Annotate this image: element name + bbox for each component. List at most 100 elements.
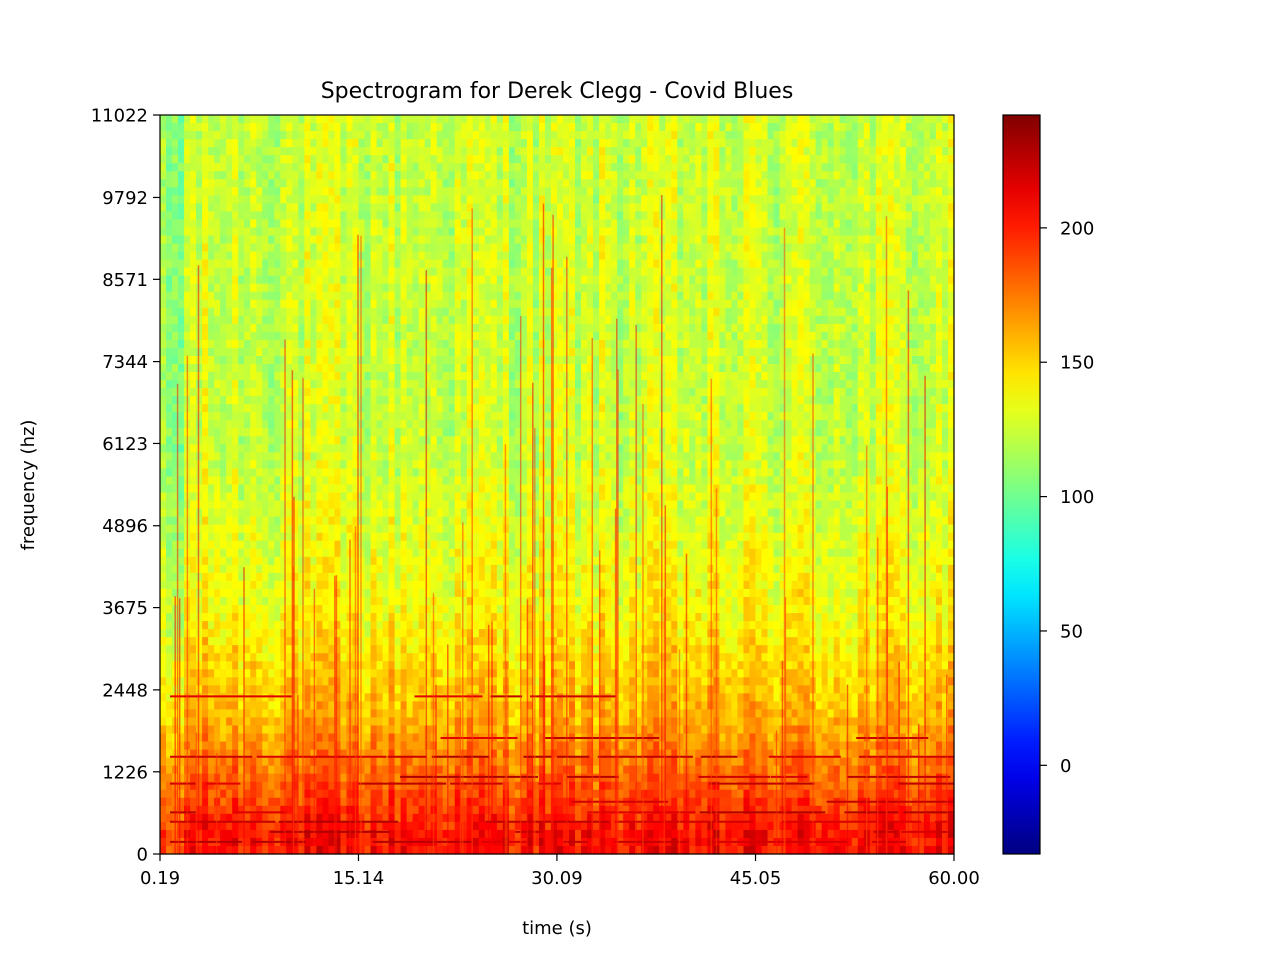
heatmap-cell [184,171,191,180]
heatmap-cell [424,372,432,381]
heatmap-cell [352,131,360,140]
heatmap-cell [328,821,336,831]
heatmap-cell [250,492,257,502]
heatmap-cell [262,364,269,373]
heatmap-cell [256,187,263,196]
heatmap-cell [436,139,444,148]
heatmap-cell [460,500,468,510]
heatmap-cell [478,171,486,180]
heatmap-cell [298,323,305,333]
heatmap-cell [166,637,173,646]
heatmap-cell [328,604,336,614]
heatmap-cell [400,187,408,196]
heatmap-cell [364,115,372,124]
heatmap-cell [412,123,420,132]
heatmap-cell [364,380,372,389]
heatmap-cell [226,283,233,293]
heatmap-cell [454,500,462,510]
heatmap-cell [250,500,257,510]
heatmap-cell [286,436,293,445]
heatmap-cell [364,653,372,662]
heatmap-cell [292,733,299,743]
heatmap-cell [220,580,227,590]
heatmap-cell [202,372,209,381]
heatmap-cell [472,637,480,646]
heatmap-cell [166,211,173,221]
heatmap-cell [220,596,227,606]
heatmap-cell [442,227,450,237]
heatmap-cell [232,299,239,309]
heatmap-cell [160,139,167,148]
heatmap-cell [202,685,209,694]
heatmap-cell [196,813,203,823]
heatmap-cell [346,364,354,373]
heatmap-cell [268,203,275,212]
heatmap-cell [232,677,239,686]
heatmap-cell [208,725,215,735]
heatmap-cell [316,556,324,566]
heatmap-cell [418,661,426,670]
heatmap-cell [370,331,378,341]
heatmap-cell [268,267,275,277]
heatmap-cell [316,621,324,630]
heatmap-cell [292,492,299,502]
heatmap-cell [214,701,221,711]
heatmap-cell [364,733,372,743]
heatmap-cell [478,227,486,237]
heatmap-cell [268,765,275,775]
heatmap-cell [412,364,420,373]
heatmap-cell [448,355,456,365]
heatmap-cell [430,412,438,421]
heatmap-cell [274,179,281,188]
heatmap-cell [322,123,330,132]
heatmap-cell [436,789,444,799]
heatmap-cell [370,484,378,494]
heatmap-cell [418,556,426,566]
heatmap-cell [298,508,305,518]
heatmap-cell [196,235,203,245]
heatmap-cell [304,733,311,743]
heatmap-cell [442,388,450,397]
heatmap-cell [442,420,450,429]
heatmap-cell [274,171,281,180]
heatmap-cell [460,243,468,253]
heatmap-cell [190,380,197,389]
heatmap-cell [238,653,245,662]
heatmap-cell [202,661,209,670]
heatmap-cell [238,396,245,405]
heatmap-cell [244,757,251,767]
heatmap-cell [412,155,420,164]
heatmap-cell [292,460,299,470]
heatmap-cell [478,621,486,630]
heatmap-cell [220,773,227,783]
heatmap-cell [286,460,293,470]
heatmap-cell [430,516,438,526]
heatmap-cell [376,492,384,502]
heatmap-cell [328,315,336,325]
heatmap-cell [376,749,384,759]
heatmap-cell [346,299,354,309]
heatmap-cell [346,291,354,301]
heatmap-cell [376,516,384,526]
heatmap-cell [172,171,179,180]
heatmap-cell [370,428,378,437]
heatmap-cell [412,564,420,574]
heatmap-cell [448,604,456,614]
heatmap-cell [430,532,438,542]
heatmap-cell [466,741,474,751]
heatmap-cell [382,115,390,124]
heatmap-cell [178,195,185,204]
heatmap-cell [190,693,197,702]
heatmap-cell [208,412,215,421]
heatmap-cell [316,179,324,188]
heatmap-cell [370,235,378,245]
heatmap-cell [178,347,185,357]
heatmap-cell [382,452,390,461]
heatmap-cell [478,259,486,269]
heatmap-cell [352,235,360,245]
heatmap-cell [172,251,179,261]
heatmap-cell [220,187,227,196]
heatmap-cell [256,147,263,156]
heatmap-cell [286,580,293,590]
heatmap-cell [226,516,233,526]
